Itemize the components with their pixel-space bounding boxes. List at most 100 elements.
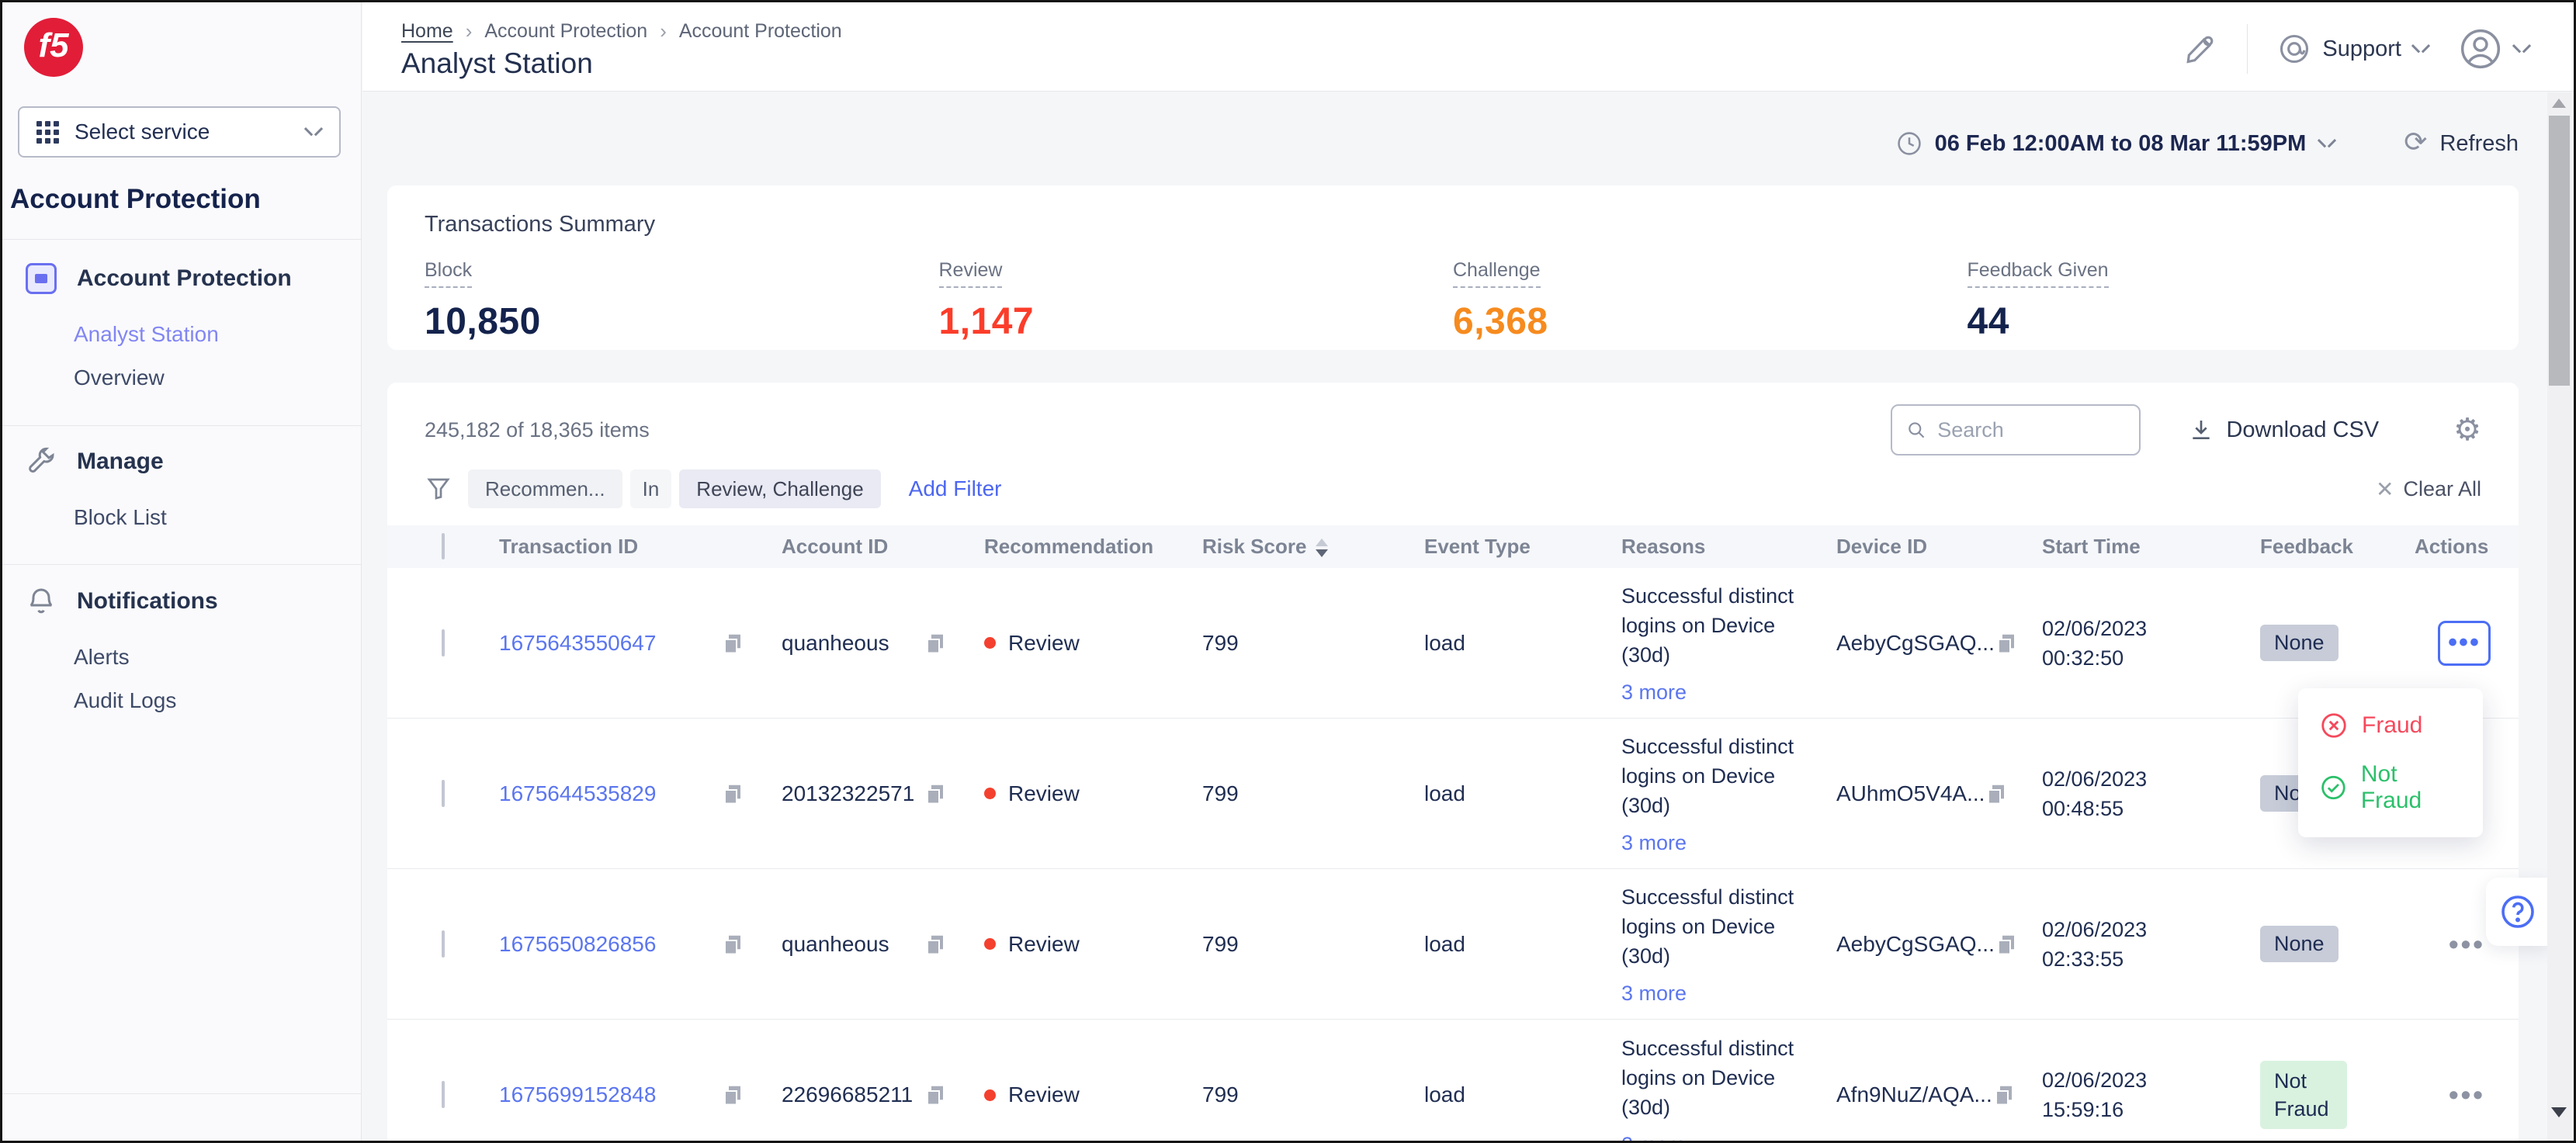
col-risk-score[interactable]: Risk Score xyxy=(1191,535,1413,559)
help-button[interactable] xyxy=(2486,878,2550,946)
table-row: 1675644535829 20132322571 Review 799 loa… xyxy=(387,719,2519,869)
account-protection-icon xyxy=(26,263,57,294)
sidebar-item-overview[interactable]: Overview xyxy=(74,365,165,390)
metric-block: Block 10,850 xyxy=(425,259,939,343)
chevron-down-icon[interactable] xyxy=(2318,139,2335,149)
divider xyxy=(2,425,361,426)
more-reasons-link[interactable]: 3 more xyxy=(1621,982,1825,1006)
copy-icon[interactable] xyxy=(1995,631,2018,656)
menu-item-not-fraud[interactable]: Not Fraud xyxy=(2298,750,2483,825)
sidebar-item-block-list[interactable]: Block List xyxy=(74,505,167,530)
service-selector[interactable]: Select service xyxy=(18,106,341,158)
copy-icon[interactable] xyxy=(721,631,744,656)
copy-icon[interactable] xyxy=(924,1082,947,1107)
account-id: 22696685211 xyxy=(782,1082,913,1107)
user-menu[interactable] xyxy=(2459,27,2530,71)
copy-icon[interactable] xyxy=(1985,781,2008,806)
metric-feedback-given-label[interactable]: Feedback Given xyxy=(1968,259,2109,288)
refresh-button[interactable]: Refresh xyxy=(2439,131,2519,157)
filter-operator-chip[interactable]: In xyxy=(630,469,672,508)
copy-icon[interactable] xyxy=(721,1082,744,1107)
more-reasons-link[interactable]: 3 more xyxy=(1621,681,1825,705)
divider xyxy=(2,239,361,240)
reason-text: Successful distinct logins on Device (30… xyxy=(1621,1034,1815,1122)
metric-review-value: 1,147 xyxy=(939,300,1454,343)
sidebar-section-manage[interactable]: Manage xyxy=(26,446,164,477)
risk-score: 799 xyxy=(1191,932,1413,957)
sidebar-item-analyst-station[interactable]: Analyst Station xyxy=(74,322,219,347)
transaction-id-link[interactable]: 1675650826856 xyxy=(499,932,656,957)
col-transaction-id[interactable]: Transaction ID xyxy=(488,535,771,559)
copy-icon[interactable] xyxy=(721,781,744,806)
col-recommendation[interactable]: Recommendation xyxy=(973,535,1191,559)
row-checkbox[interactable] xyxy=(442,629,445,656)
feedback-badge: None xyxy=(2260,926,2339,962)
more-reasons-link[interactable]: 3 more xyxy=(1621,831,1825,855)
filter-value-chip[interactable]: Review, Challenge xyxy=(679,469,880,508)
scroll-down-arrow-icon[interactable] xyxy=(2551,1107,2567,1117)
search-box[interactable] xyxy=(1891,404,2141,455)
filter-field-chip[interactable]: Recommen... xyxy=(468,469,622,508)
divider xyxy=(2,1093,361,1094)
f5-logo-text: f5 xyxy=(38,26,68,65)
event-type: load xyxy=(1413,932,1610,957)
sidebar-item-audit-logs[interactable]: Audit Logs xyxy=(74,688,176,713)
account-id: quanheous xyxy=(782,932,889,957)
support-menu[interactable]: Support xyxy=(2277,32,2429,66)
col-feedback[interactable]: Feedback xyxy=(2249,535,2404,559)
download-csv-button[interactable]: Download CSV xyxy=(2189,417,2379,443)
row-checkbox[interactable] xyxy=(442,930,445,958)
row-actions-button-active[interactable]: ••• xyxy=(2438,621,2491,666)
sidebar-section-account-protection[interactable]: Account Protection xyxy=(26,263,292,294)
copy-icon[interactable] xyxy=(721,932,744,957)
more-reasons-link[interactable]: 2 more xyxy=(1621,1133,1825,1143)
scrollbar[interactable] xyxy=(2547,92,2571,1141)
start-time: 00:48:55 xyxy=(2042,794,2249,823)
metric-review-label[interactable]: Review xyxy=(939,259,1003,288)
gear-icon[interactable]: ⚙ xyxy=(2453,414,2481,445)
refresh-icon: ⟳ xyxy=(2404,128,2427,156)
col-account-id[interactable]: Account ID xyxy=(771,535,973,559)
breadcrumb-home[interactable]: Home xyxy=(401,20,453,43)
recommendation: Review xyxy=(1008,1082,1080,1107)
menu-item-fraud[interactable]: Fraud xyxy=(2298,701,2483,750)
f5-logo[interactable]: f5 xyxy=(24,18,83,77)
divider xyxy=(2247,24,2248,74)
transaction-id-link[interactable]: 1675643550647 xyxy=(499,631,656,656)
clear-all-button[interactable]: ✕Clear All xyxy=(2376,476,2481,502)
col-device-id[interactable]: Device ID xyxy=(1825,535,2031,559)
select-all-checkbox[interactable] xyxy=(442,533,445,559)
col-reasons[interactable]: Reasons xyxy=(1610,535,1825,559)
row-checkbox[interactable] xyxy=(442,1081,445,1108)
copy-icon[interactable] xyxy=(924,631,947,656)
copy-icon[interactable] xyxy=(1995,932,2018,957)
search-input[interactable] xyxy=(1937,418,2125,442)
metric-challenge: Challenge 6,368 xyxy=(1453,259,1968,343)
breadcrumb-separator: › xyxy=(660,19,667,43)
transaction-id-link[interactable]: 1675644535829 xyxy=(499,781,656,806)
transaction-id-link[interactable]: 1675699152848 xyxy=(499,1082,656,1107)
copy-icon[interactable] xyxy=(1992,1082,2016,1107)
col-event-type[interactable]: Event Type xyxy=(1413,535,1610,559)
feedback-context-menu: Fraud Not Fraud xyxy=(2298,688,2483,837)
sidebar-item-alerts[interactable]: Alerts xyxy=(74,645,130,670)
pencil-icon[interactable] xyxy=(2183,32,2217,66)
clear-all-label: Clear All xyxy=(2403,477,2481,501)
row-actions-button[interactable]: ••• xyxy=(2449,928,2485,960)
row-actions-button[interactable]: ••• xyxy=(2449,1079,2485,1110)
breadcrumb-item: Account Protection xyxy=(679,20,842,43)
col-start-time[interactable]: Start Time xyxy=(2031,535,2249,559)
sidebar-section-notifications[interactable]: Notifications xyxy=(26,586,218,617)
sort-icon[interactable] xyxy=(1316,539,1328,557)
scroll-up-arrow-icon[interactable] xyxy=(2552,99,2566,108)
scrollbar-thumb[interactable] xyxy=(2549,116,2570,386)
date-range-selector[interactable]: 06 Feb 12:00AM to 08 Mar 11:59PM xyxy=(1935,131,2307,157)
copy-icon[interactable] xyxy=(924,781,947,806)
metric-challenge-label[interactable]: Challenge xyxy=(1453,259,1541,288)
copy-icon[interactable] xyxy=(924,932,947,957)
recommendation: Review xyxy=(1008,932,1080,957)
add-filter-button[interactable]: Add Filter xyxy=(909,476,1002,501)
row-checkbox[interactable] xyxy=(442,780,445,807)
metric-block-label[interactable]: Block xyxy=(425,259,472,288)
metric-challenge-value: 6,368 xyxy=(1453,300,1968,343)
